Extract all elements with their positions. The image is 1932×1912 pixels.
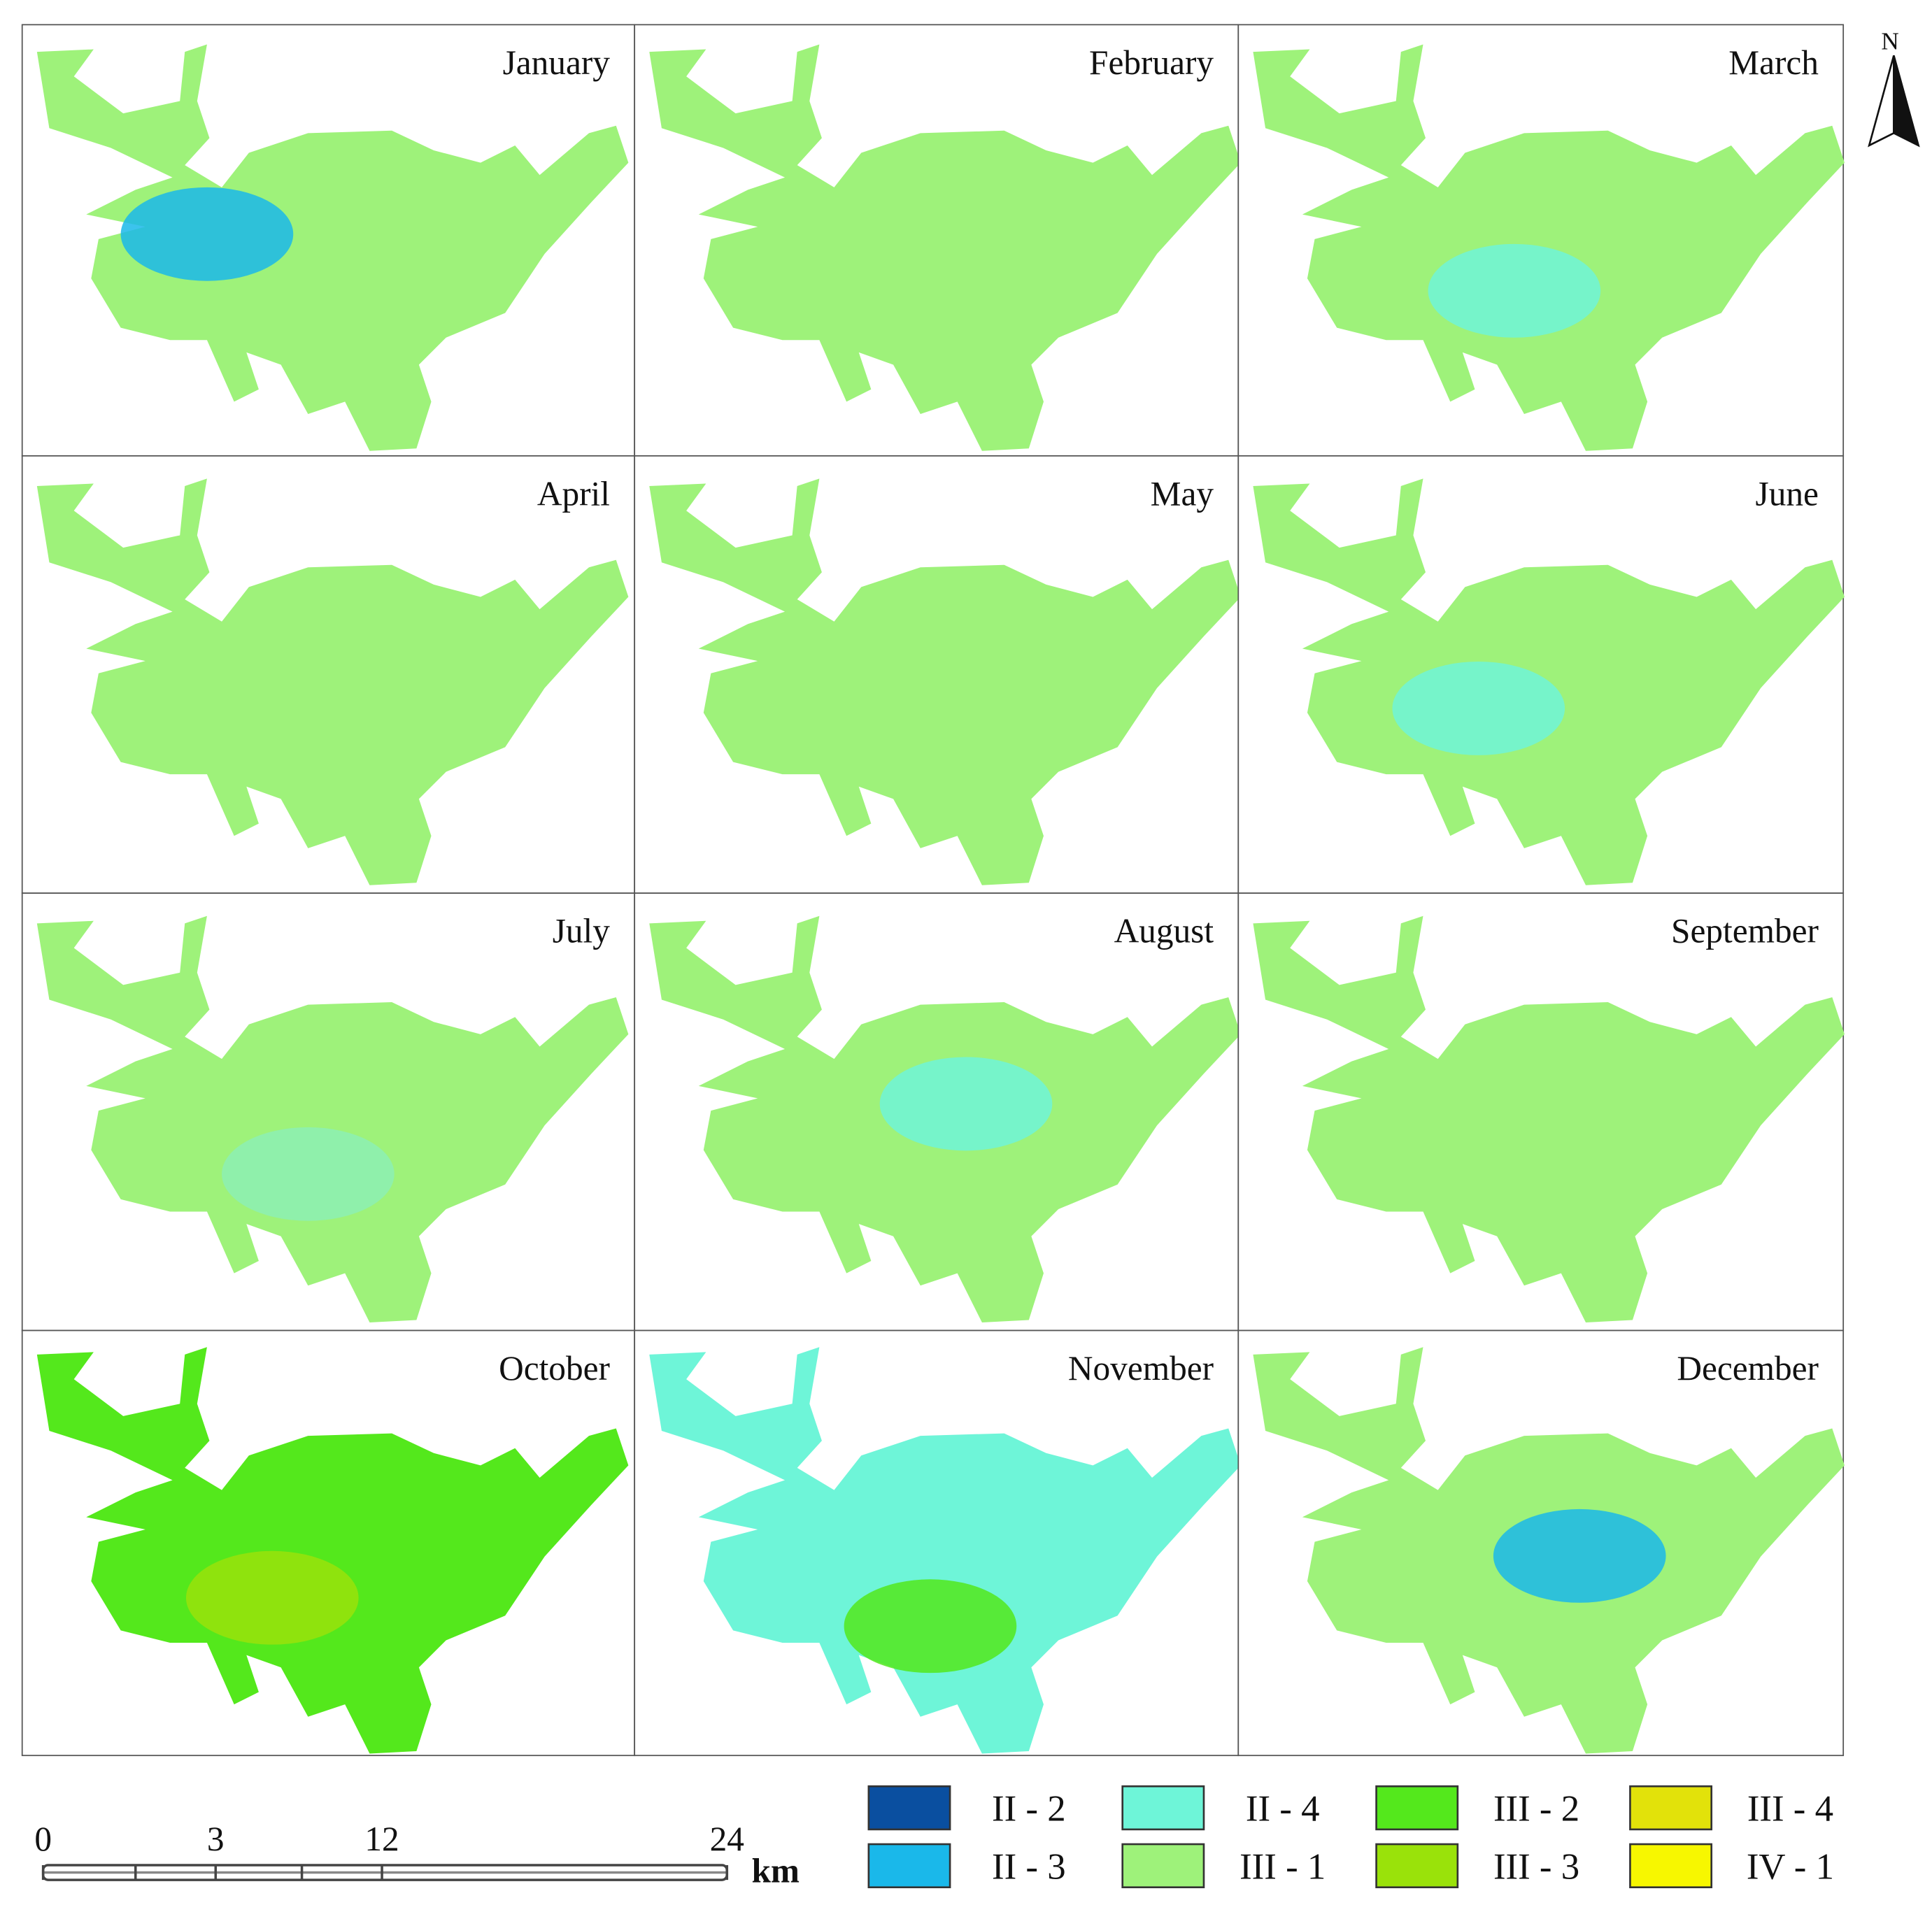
map-panel: December (1237, 1329, 1845, 1757)
legend-label: III - 2 (1493, 1789, 1579, 1829)
month-label: August (1114, 912, 1214, 950)
map-panel: September (1237, 892, 1845, 1332)
lake (36, 44, 629, 451)
legend-label: III - 4 (1747, 1789, 1833, 1829)
map-panel: November (634, 1329, 1241, 1757)
lake (1253, 915, 1845, 1323)
lake-patch (1428, 243, 1601, 338)
legend-swatch (867, 1843, 951, 1888)
legend-label: III - 1 (1240, 1846, 1326, 1887)
legend-swatch (1629, 1843, 1713, 1888)
map-panel: August (634, 892, 1241, 1332)
lake-patch (1493, 1508, 1666, 1603)
north-label: N (1881, 28, 1898, 55)
map-panel: October (21, 1329, 636, 1757)
map-panel: February (634, 24, 1241, 457)
arrow-left (1868, 55, 1895, 148)
scale-label: 3 (207, 1820, 225, 1858)
month-label: December (1677, 1349, 1819, 1387)
lake (36, 915, 629, 1323)
map-panel: May (634, 455, 1241, 894)
month-label: July (553, 912, 611, 950)
month-label: September (1671, 912, 1819, 950)
lake-patch (879, 1057, 1053, 1151)
legend-label: II - 2 (992, 1789, 1066, 1829)
lake-patch (120, 187, 294, 281)
legend-label: II - 3 (992, 1846, 1066, 1887)
month-label: May (1151, 474, 1214, 513)
legend-label: III - 3 (1493, 1846, 1579, 1887)
lake (36, 1347, 629, 1754)
lake (649, 478, 1241, 885)
lake-patch (1392, 662, 1565, 755)
month-label: February (1089, 43, 1214, 82)
month-label: June (1756, 474, 1819, 513)
arrow-right (1893, 55, 1920, 148)
map-panel: June (1237, 455, 1845, 894)
legend-label: II - 4 (1246, 1789, 1320, 1829)
month-label: January (503, 43, 611, 82)
map-panel: January (21, 24, 636, 457)
legend-swatch (1629, 1785, 1713, 1831)
legend-label: IV - 1 (1747, 1846, 1834, 1887)
legend-swatch (1375, 1785, 1459, 1831)
month-label: April (537, 474, 610, 513)
lake (1253, 44, 1845, 451)
month-label: November (1068, 1349, 1214, 1387)
month-label: October (499, 1349, 610, 1387)
lake-patch (844, 1579, 1017, 1674)
lake (649, 1347, 1241, 1754)
lake-patch (185, 1550, 359, 1645)
legend-swatch (867, 1785, 951, 1831)
scale-label: 0 (34, 1820, 52, 1858)
map-panel: April (21, 455, 636, 894)
legend-swatch (1375, 1843, 1459, 1888)
lake (36, 478, 629, 885)
scale-label: 12 (364, 1820, 399, 1858)
legend-swatch (1121, 1843, 1205, 1888)
lake-patch (222, 1127, 395, 1221)
month-label: March (1728, 43, 1819, 82)
scale-unit: km (752, 1852, 800, 1890)
scale-label: 24 (710, 1820, 744, 1858)
legend-swatch (1121, 1785, 1205, 1831)
lake (649, 44, 1241, 451)
map-panel: March (1237, 24, 1845, 457)
north-arrow: N (1868, 28, 1920, 148)
map-panel: July (21, 892, 636, 1332)
